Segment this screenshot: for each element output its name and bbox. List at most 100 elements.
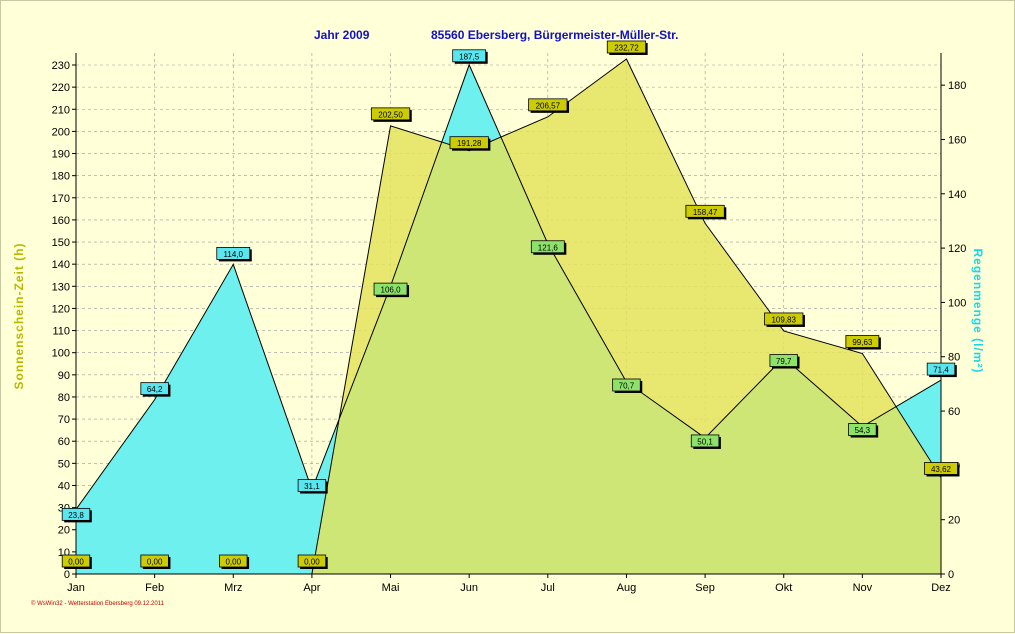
y-left-tick-label: 80 [58, 392, 70, 404]
rain-data-label: 79,7 [769, 354, 800, 369]
y-left-tick-label: 150 [52, 237, 70, 249]
data-label-text: 23,8 [68, 511, 84, 520]
rain-data-label: 114,0 [216, 246, 252, 262]
sunshine-data-label: 99,63 [845, 335, 881, 350]
y-left-tick-label: 200 [52, 126, 70, 138]
y-right-tick-label: 160 [948, 134, 966, 146]
y-left-tick-label: 120 [52, 303, 70, 315]
sunshine-area [76, 58, 941, 574]
sunshine-data-label: 0,00 [140, 554, 171, 569]
data-label-box [140, 382, 169, 396]
data-label-box [845, 335, 880, 348]
data-label-box [452, 49, 487, 63]
data-label-text: 191,28 [457, 139, 482, 148]
rain-data-label: 50,1 [690, 434, 721, 449]
y-left-tick-label: 130 [52, 281, 70, 293]
rain-data-label: 70,7 [612, 378, 643, 393]
data-label-text: 79,7 [776, 357, 792, 366]
rain-data-label: 64,2 [140, 382, 171, 397]
data-label-text: 187,5 [459, 52, 480, 61]
x-tick-label: Sep [695, 582, 715, 594]
title-location: 85560 Ebersberg, Bürgermeister-Müller-St… [431, 28, 679, 42]
sunshine-data-label: 202,50 [370, 107, 412, 122]
y-left-tick-label: 180 [52, 171, 70, 183]
y-left-tick-label: 70 [58, 414, 70, 426]
sunshine-data-label: 0,00 [297, 554, 328, 569]
data-label-text: 114,0 [224, 250, 244, 259]
y-left-tick-label: 90 [58, 370, 70, 382]
y-left-tick-label: 110 [52, 326, 70, 338]
sunshine-data-label: 232,72 [606, 40, 648, 55]
rain-data-label: 187,5 [452, 49, 488, 64]
title-year: Jahr 2009 [314, 28, 370, 42]
data-label-box [764, 312, 804, 326]
rain-data-label: 121,6 [530, 240, 567, 255]
y-left-tick-label: 20 [58, 525, 70, 537]
sunshine-data-label: 191,28 [449, 136, 491, 151]
x-tick-label: Mrz [224, 582, 242, 594]
data-label-text: 202,50 [378, 110, 403, 119]
x-tick-label: Jul [541, 582, 555, 594]
y-left-tick-label: 0 [64, 569, 70, 581]
data-label-box [769, 354, 798, 367]
y-left-tick-label: 50 [58, 458, 70, 470]
rain-data-label: 23,8 [61, 507, 92, 523]
data-label-text: 71,4 [933, 366, 949, 375]
y-right-tick-label: 140 [948, 189, 966, 201]
data-label-box [219, 554, 248, 568]
data-label-text: 31,1 [304, 482, 320, 491]
data-label-text: 70,7 [619, 381, 635, 390]
data-label-box [370, 107, 411, 121]
data-label-text: 106,0 [381, 286, 402, 295]
sunshine-data-label: 158,47 [685, 204, 727, 220]
y-left-tick-label: 190 [52, 149, 70, 161]
y-right-tick-label: 20 [948, 515, 960, 527]
x-tick-label: Feb [145, 582, 164, 594]
x-tick-label: Okt [775, 582, 792, 594]
y-left-tick-label: 220 [52, 82, 70, 94]
y-right-tick-label: 100 [948, 297, 966, 309]
x-tick-label: Apr [303, 582, 320, 594]
y-left-tick-label: 40 [58, 480, 70, 492]
data-label-box [690, 434, 720, 448]
x-tick-label: Dez [931, 582, 951, 594]
data-label-box [449, 136, 489, 150]
data-label-text: 64,2 [147, 385, 163, 394]
rain-data-label: 106,0 [373, 282, 410, 298]
rain-data-label: 71,4 [926, 362, 957, 378]
y-right-tick-label: 80 [948, 352, 960, 364]
x-tick-label: Jan [67, 582, 85, 594]
footer-credit: © WsWin32 - Wetterstation Ebersberg 09.1… [31, 601, 164, 607]
rain-line [75, 63, 942, 510]
x-tick-label: Nov [853, 582, 873, 594]
y-right-tick-label: 180 [948, 80, 966, 92]
rain-data-label: 54,3 [848, 423, 879, 438]
data-label-box [373, 282, 408, 296]
y-left-tick-label: 210 [52, 104, 70, 116]
data-label-box [297, 479, 327, 492]
data-label-text: 54,3 [855, 426, 871, 435]
data-label-box [924, 462, 958, 475]
data-label-box [606, 40, 647, 54]
sunshine-data-label: 206,57 [528, 98, 570, 113]
data-label-text: 0,00 [225, 558, 241, 567]
y-right-tick-label: 120 [948, 243, 966, 255]
y-left-tick-label: 100 [52, 348, 70, 360]
data-label-box [61, 554, 91, 568]
data-label-box [848, 423, 877, 436]
data-label-box [61, 507, 91, 521]
data-label-box [297, 554, 327, 568]
rain-data-label: 31,1 [297, 479, 328, 494]
data-label-text: 158,47 [693, 208, 718, 217]
sunshine-data-label: 0,00 [219, 554, 250, 569]
data-label-text: 206,57 [536, 101, 561, 110]
data-label-text: 0,00 [68, 558, 84, 567]
data-label-text: 121,6 [538, 243, 559, 252]
y-axis-right-label: Regenmenge (l/m²) [971, 248, 985, 374]
y-left-tick-label: 230 [52, 60, 70, 72]
data-label-text: 109,83 [771, 315, 796, 324]
data-label-box [140, 554, 169, 568]
x-tick-label: Jun [460, 582, 478, 594]
data-label-text: 232,72 [614, 43, 639, 52]
